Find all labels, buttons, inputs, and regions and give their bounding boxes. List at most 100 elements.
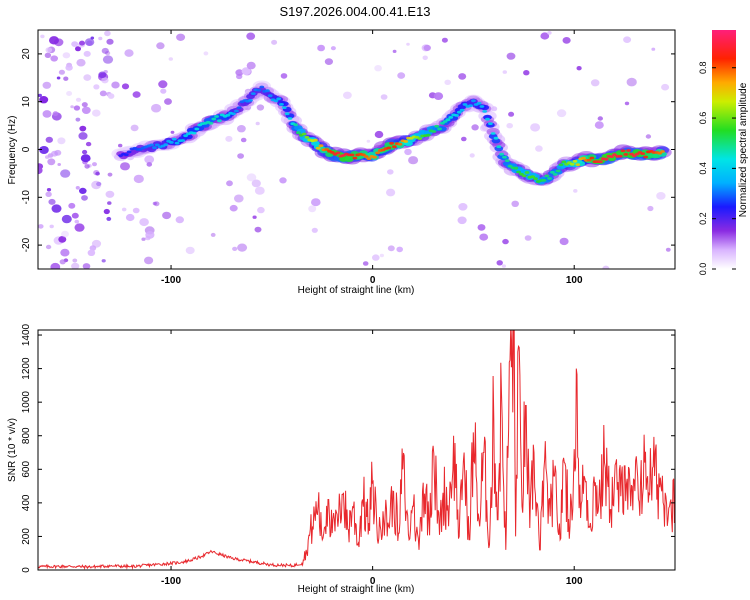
spectrogram-ridge-blob (211, 117, 217, 121)
snr-ylabel: SNR (10 * v/v) (7, 418, 18, 482)
spectrogram-noise-blob (168, 57, 173, 61)
spectrogram-noise-blob (396, 246, 404, 253)
spectrogram-ridge-blob (234, 109, 239, 113)
spectrogram-ridge-blob (434, 124, 440, 128)
spectrogram-noise-blob (91, 239, 102, 248)
spectrogram-noise-blob (524, 235, 532, 241)
spectrogram-noise-blob (559, 237, 569, 246)
spectrogram-noise-blob (153, 201, 160, 207)
spectrogram-noise-blob (57, 163, 61, 166)
spectrogram-ridge-blob (488, 122, 493, 125)
spectrogram-noise-blob (160, 88, 167, 94)
spectrogram-noise-blob (645, 134, 652, 139)
spectrogram-noise-blob (72, 258, 78, 263)
spectrogram-noise-blob (279, 177, 287, 184)
spectrogram-ridge-blob (445, 118, 451, 122)
spectrogram-ridge-blob (448, 116, 454, 119)
spectrogram-noise-blob (496, 260, 503, 266)
spectrogram-noise-blob (82, 149, 88, 155)
spectrogram-ridge-blob (273, 99, 279, 103)
spectrogram-noise-blob (433, 92, 444, 100)
spectrogram-ridge-blob (154, 143, 160, 147)
spectrogram-noise-blob (506, 52, 516, 60)
spectrogram-noise-blob (651, 47, 656, 51)
spectrogram-noise-blob (57, 137, 66, 145)
spectrogram-noise-blob (502, 238, 509, 245)
spectrogram-noise-blob (151, 103, 162, 113)
spectrogram-noise-blob (471, 124, 479, 131)
colorbar-tick-label: 0.0 (698, 263, 708, 276)
spectrogram-ridge-blob (643, 155, 648, 159)
spectrogram-noise-blob (106, 38, 114, 45)
spectrogram-ridge-blob (561, 160, 567, 164)
spectrogram-noise-blob (125, 213, 135, 222)
spectrogram-noise-blob (590, 79, 600, 87)
spectrogram-noise-blob (101, 259, 106, 263)
spectrogram-noise-blob (158, 80, 168, 89)
spectrogram-noise-blob (156, 42, 165, 50)
spectrogram-ridge-blob (623, 153, 629, 156)
spectrogram-noise-blob (404, 148, 412, 156)
spectrogram-noise-blob (469, 153, 475, 158)
spectrogram-noise-blob (241, 67, 251, 75)
spectrogram-noise-blob (58, 69, 65, 75)
spectrogram-noise-blob (170, 130, 175, 134)
spectrogram-noise-blob (164, 98, 172, 105)
spectrogram-ridge-blob (363, 155, 369, 158)
spectrogram-noise-blob (87, 249, 96, 256)
spectrogram-noise-blob (506, 123, 513, 129)
spectrogram-ylabel: Frequency (Hz) (7, 116, 18, 185)
spectrogram-noise-blob (380, 94, 388, 100)
spectrogram-ridge-blob (372, 155, 377, 159)
y-tick-label: -20 (21, 237, 32, 252)
figure-title: S197.2026.004.00.41.E13 (279, 4, 430, 19)
spectrogram-noise-blob (49, 224, 54, 229)
spectrogram-ridge-blob (217, 119, 222, 123)
spectrogram-noise-blob (79, 40, 85, 46)
spectrogram-noise-blob (38, 93, 42, 98)
spectrogram-ridge-blob (530, 175, 536, 179)
spectrogram-noise-blob (66, 91, 73, 96)
spectrogram-ridge-blob (620, 149, 626, 153)
spectrogram-heatmap (38, 30, 672, 269)
snr-series-line (38, 330, 675, 570)
spectrogram-noise-blob (311, 198, 321, 207)
spectrogram-noise-blob (185, 246, 195, 255)
spectrogram-ridge-blob (437, 127, 442, 131)
spectrogram-noise-blob (98, 71, 107, 79)
x-tick-label: 100 (566, 576, 583, 587)
spectrogram-noise-blob (145, 231, 155, 239)
spectrogram-noise-blob (101, 47, 109, 54)
spectrogram-noise-blob (562, 37, 571, 44)
spectrogram-noise-blob (308, 205, 317, 213)
spectrogram-noise-blob (63, 76, 69, 81)
spectrogram-ridge-blob (352, 156, 358, 160)
spectrogram-noise-blob (457, 216, 467, 225)
spectrogram-noise-blob (141, 237, 146, 241)
spectrogram-ridge-blob (476, 101, 482, 105)
spectrogram-noise-blob (95, 171, 100, 176)
colorbar-ticks: 0.0 0.2 0.4 0.6 0.8 (698, 61, 736, 275)
spectrogram-ridge-blob (471, 99, 476, 103)
spectrogram-noise-blob (120, 162, 130, 171)
spectrogram-noise-blob (162, 211, 172, 220)
colorbar-label: Normalized spectral amplitude (738, 82, 749, 217)
spectrogram-noise-blob (594, 121, 604, 129)
spectrogram-ridge-blob (191, 131, 197, 135)
spectrogram-ridge-blob (544, 174, 550, 178)
spectrogram-ridge-blob (293, 123, 298, 127)
spectrogram-noise-blob (461, 136, 467, 142)
spectrogram-ridge-blob (174, 141, 180, 145)
spectrogram-noise-blob (235, 69, 244, 76)
spectrogram-noise-blob (387, 245, 395, 252)
spectrogram-noise-blob (76, 58, 86, 67)
spectrogram-noise-blob (237, 243, 248, 252)
spectrogram-noise-blob (73, 105, 81, 111)
spectrogram-noise-blob (49, 36, 59, 45)
spectrogram-noise-blob (107, 172, 113, 177)
spectrogram-noise-blob (397, 72, 406, 79)
spectrogram-noise-blob (103, 208, 110, 215)
spectrogram-noise-blob (441, 37, 448, 43)
spectrogram-ridge-blob (180, 139, 186, 142)
spectrogram-ridge-blob (281, 106, 287, 109)
